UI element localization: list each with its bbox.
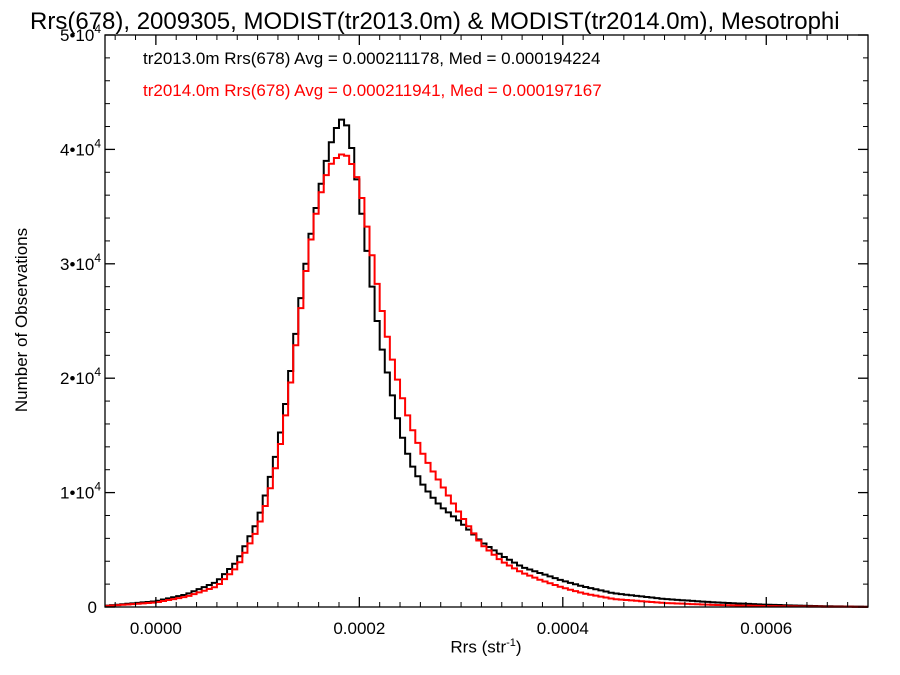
- y-axis-title: Number of Observations: [12, 227, 31, 413]
- x-tick-label: 0.0004: [537, 619, 589, 638]
- y-tick-label: 2•104: [60, 365, 101, 388]
- x-tick-label: 0.0006: [740, 619, 792, 638]
- legend-entry-2: tr2014.0m Rrs(678) Avg = 0.000211941, Me…: [143, 81, 602, 100]
- y-tick-label: 3•104: [60, 251, 101, 274]
- y-tick-label: 0: [88, 598, 97, 617]
- series-line-1: [105, 118, 868, 608]
- x-tick-label: 0.0002: [333, 619, 385, 638]
- y-tick-label: 4•104: [60, 136, 101, 159]
- legend: tr2013.0m Rrs(678) Avg = 0.000211178, Me…: [143, 43, 602, 107]
- legend-entry-1: tr2013.0m Rrs(678) Avg = 0.000211178, Me…: [143, 49, 601, 68]
- chart-title: Rrs(678), 2009305, MODIST(tr2013.0m) & M…: [30, 8, 840, 35]
- x-axis-title: Rrs (str-1): [450, 637, 522, 657]
- x-tick-label: 0.0000: [130, 619, 182, 638]
- y-tick-label: 1•104: [60, 480, 101, 503]
- y-tick-label: 5•104: [60, 22, 101, 45]
- series-line-2: [105, 153, 868, 608]
- plot-frame: [104, 34, 869, 608]
